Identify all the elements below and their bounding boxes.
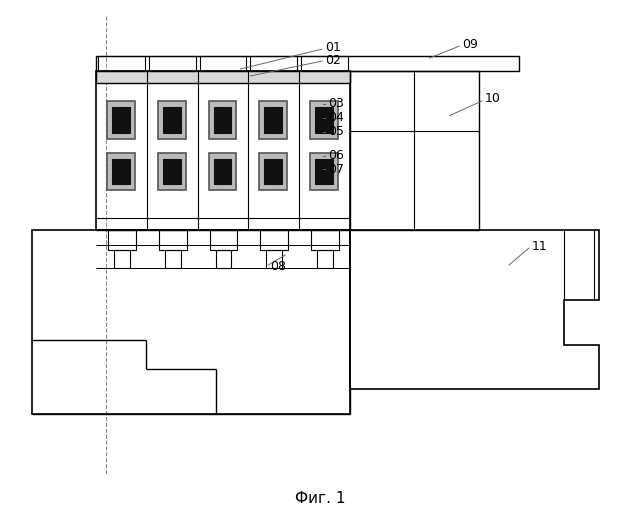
Text: 04: 04 (328, 111, 344, 124)
Bar (214, 107, 232, 133)
Bar (260, 230, 288, 250)
Text: 02: 02 (325, 53, 341, 67)
Bar (98, 56, 145, 71)
Bar (264, 107, 282, 133)
Bar (108, 230, 136, 250)
Bar (107, 152, 135, 190)
Text: 03: 03 (328, 97, 344, 111)
Bar (165, 250, 180, 268)
Bar (112, 107, 130, 133)
Bar (311, 230, 339, 250)
Bar (107, 101, 135, 139)
Text: Фиг. 1: Фиг. 1 (295, 491, 345, 506)
Bar (158, 152, 186, 190)
Bar (96, 71, 350, 230)
Text: 05: 05 (328, 125, 344, 138)
Bar (159, 230, 187, 250)
Bar (259, 152, 287, 190)
Bar (259, 101, 287, 139)
Text: 11: 11 (532, 239, 548, 253)
Bar (301, 56, 348, 71)
Text: 07: 07 (328, 163, 344, 176)
Text: 08: 08 (270, 260, 286, 274)
Text: 01: 01 (325, 41, 341, 53)
Bar (310, 101, 338, 139)
Bar (163, 107, 180, 133)
Bar (266, 250, 282, 268)
Text: 06: 06 (328, 149, 344, 162)
Bar (214, 159, 232, 184)
Bar (209, 152, 236, 190)
Bar (317, 250, 333, 268)
Bar (112, 159, 130, 184)
Text: 10: 10 (485, 92, 501, 105)
Bar (216, 250, 232, 268)
Bar (163, 159, 180, 184)
Bar (264, 159, 282, 184)
Bar (250, 56, 297, 71)
Bar (149, 56, 196, 71)
Bar (158, 101, 186, 139)
Bar (209, 230, 237, 250)
Bar (96, 71, 350, 83)
Bar (200, 56, 246, 71)
Bar (31, 230, 350, 414)
Bar (209, 101, 236, 139)
Bar (310, 152, 338, 190)
Bar (315, 159, 333, 184)
Bar (315, 107, 333, 133)
Text: 09: 09 (462, 38, 478, 51)
Bar (114, 250, 130, 268)
Bar (350, 71, 479, 230)
Bar (96, 56, 519, 71)
